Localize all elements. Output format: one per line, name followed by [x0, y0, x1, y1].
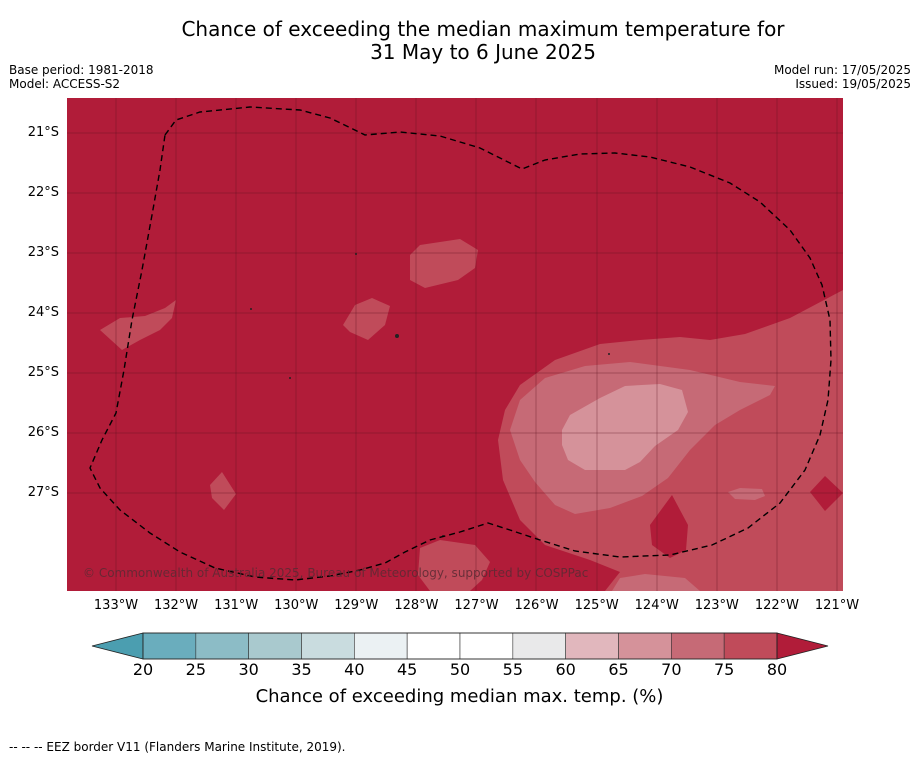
probability-region-75-patch-a — [410, 239, 478, 288]
colorbar-label: 55 — [502, 660, 523, 679]
longitude-tick-label: 131°W — [214, 598, 259, 613]
longitude-tick-label: 126°W — [514, 598, 559, 613]
colorbar-segment — [671, 632, 725, 660]
colorbar-label: 80 — [766, 660, 788, 679]
probability-region-80-patch — [650, 495, 688, 558]
latitude-tick-label: 26°S — [27, 425, 59, 440]
colorbar-segment — [354, 632, 408, 660]
colorbar-segment — [618, 632, 672, 660]
colorbar-label: 20 — [132, 660, 154, 679]
latitude-tick-label: 23°S — [27, 245, 59, 260]
colorbar-segments — [142, 632, 778, 660]
longitude-tick-label: 130°W — [274, 598, 319, 613]
copyright-notice: © Commonwealth of Australia 2025, Bureau… — [83, 566, 588, 580]
colorbar-title: Chance of exceeding median max. temp. (%… — [255, 686, 664, 707]
model-run: Model run: 17/05/2025 — [773, 63, 911, 77]
longitude-tick-label: 129°W — [334, 598, 379, 613]
model-name: Model: ACCESS-S2 — [9, 77, 121, 91]
colorbar-segment — [723, 632, 778, 660]
colorbar-frame — [142, 632, 778, 660]
eez-footnote: -- -- -- EEZ border V11 (Flanders Marine… — [9, 740, 346, 754]
eez-border — [89, 106, 832, 581]
latitude-tick-label: 25°S — [27, 365, 59, 380]
colorbar-label: 35 — [291, 660, 312, 679]
metadata-right: Model run: 17/05/2025 Issued: 19/05/2025 — [774, 63, 911, 91]
longitude-tick-label: 133°W — [93, 598, 139, 613]
colorbar-label: 45 — [396, 660, 418, 679]
colorbar-segment — [301, 632, 355, 660]
latitude-tick-label: 27°S — [27, 485, 59, 500]
probability-region-75-patch-d — [210, 472, 236, 510]
colorbar-segment — [142, 632, 197, 660]
title-line-2: 31 May to 6 June 2025 — [370, 40, 596, 64]
longitude-tick-label: 121°W — [814, 598, 860, 613]
base-period: Base period: 1981-2018 — [9, 63, 154, 77]
longitude-tick-label: 124°W — [634, 598, 679, 613]
map-title: Chance of exceeding the median maximum t… — [0, 18, 919, 64]
colorbar-label: 25 — [185, 660, 206, 679]
longitude-tick-label: 125°W — [574, 598, 619, 613]
colorbar-label: 50 — [449, 660, 471, 679]
latitude-tick-label: 21°S — [27, 125, 59, 140]
colorbar-segment — [195, 632, 249, 660]
colorbar-label: 75 — [713, 660, 735, 679]
colorbar-label: 40 — [344, 660, 365, 679]
colorbar-segment — [565, 632, 619, 660]
colorbar-label: 65 — [608, 660, 629, 679]
issued-date: Issued: 19/05/2025 — [795, 77, 911, 91]
latitude-tick-label: 22°S — [27, 185, 59, 200]
colorbar-segment — [512, 632, 566, 660]
probability-region-70-east — [728, 488, 765, 500]
graticule — [67, 98, 843, 591]
probability-region-75-patch-c — [100, 300, 176, 350]
probability-region-70-south — [612, 574, 700, 591]
colorbar-label: 60 — [555, 660, 576, 679]
colorbar-label: 30 — [238, 660, 259, 679]
colorbar-over-arrow — [776, 632, 829, 660]
probability-region-80-patch-east — [810, 476, 843, 511]
longitude-tick-label: 127°W — [454, 598, 499, 613]
map-area: © Commonwealth of Australia 2025, Bureau… — [67, 98, 843, 591]
title-line-1: Chance of exceeding the median maximum t… — [181, 17, 785, 41]
probability-region-65 — [562, 384, 688, 470]
probability-region-75-patch-b — [343, 298, 390, 340]
probability-region-75-patch-e — [418, 540, 490, 591]
longitude-tick-label: 128°W — [394, 598, 439, 613]
colorbar-label: 70 — [661, 660, 682, 679]
colorbar-segment — [406, 632, 461, 660]
colorbar-segment — [248, 632, 302, 660]
colorbar — [91, 632, 829, 660]
colorbar-under-arrow — [91, 632, 144, 660]
latitude-tick-label: 24°S — [27, 305, 59, 320]
metadata-left: Base period: 1981-2018 Model: ACCESS-S2 — [9, 63, 154, 91]
colorbar-segment — [459, 632, 514, 660]
longitude-tick-label: 122°W — [754, 598, 799, 613]
longitude-tick-label: 132°W — [153, 598, 199, 613]
longitude-tick-label: 123°W — [694, 598, 739, 613]
